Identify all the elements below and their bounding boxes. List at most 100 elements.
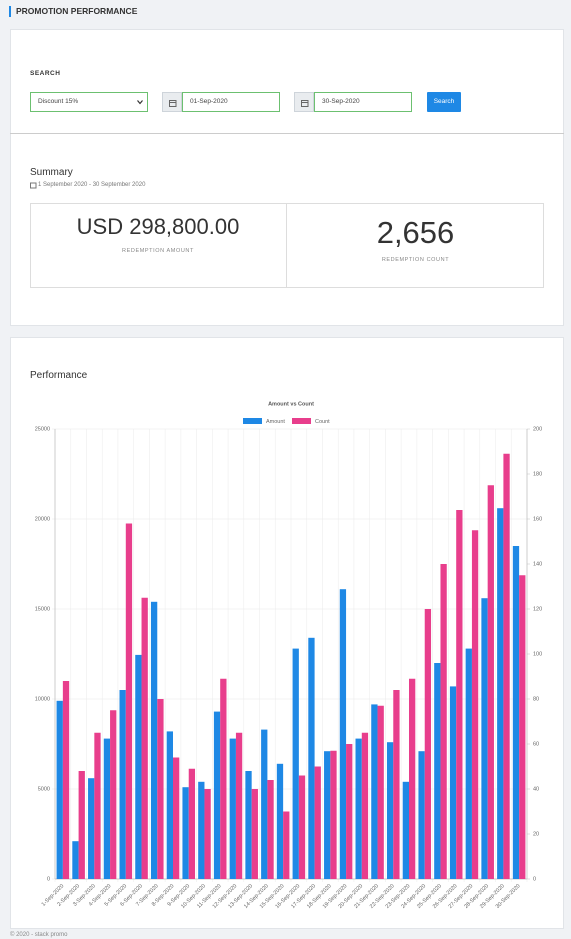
- bar: [386, 742, 394, 879]
- bar: [198, 781, 205, 879]
- bar: [355, 738, 362, 879]
- bar: [283, 811, 290, 879]
- y2-tick-label: 60: [533, 741, 539, 747]
- calendar-icon: [169, 100, 177, 107]
- legend-label: Count: [315, 419, 330, 425]
- bar: [497, 508, 504, 879]
- count-label: REDEMPTION COUNT: [381, 257, 450, 263]
- divider: [10, 133, 564, 134]
- bar: [456, 510, 463, 879]
- bar: [119, 690, 126, 879]
- legend-swatch: [243, 418, 262, 424]
- bar: [449, 686, 457, 879]
- bar: [377, 705, 384, 879]
- header-accent: [9, 6, 11, 17]
- bar: [135, 654, 142, 879]
- bar: [166, 731, 173, 879]
- bar: [72, 841, 79, 879]
- search-button[interactable]: Search: [427, 92, 461, 112]
- chart: Amount vs Count Amount Count 0 5000 10000 1500…: [35, 401, 542, 909]
- y2-tick-label: 160: [533, 516, 542, 522]
- y-tick-label: 10000: [35, 696, 50, 702]
- bar: [324, 751, 331, 879]
- legend-label: Amount: [266, 419, 285, 425]
- end-date-input[interactable]: 30-Sep-2020: [314, 92, 412, 112]
- page-title: PROMOTION PERFORMANCE: [16, 6, 138, 16]
- bar: [182, 787, 189, 879]
- bar: [110, 710, 117, 879]
- y2-tick-label: 200: [533, 426, 542, 432]
- bar: [188, 768, 196, 879]
- bar: [94, 732, 101, 879]
- summary-title: Summary: [30, 167, 73, 178]
- bar: [229, 738, 236, 879]
- bar: [512, 546, 520, 879]
- bar: [141, 597, 148, 879]
- bar: [471, 530, 479, 879]
- bar: [503, 453, 510, 879]
- stats-box: [30, 203, 544, 288]
- bar: [150, 601, 158, 879]
- bar: [213, 711, 221, 879]
- start-date-input[interactable]: 01-Sep-2020: [182, 92, 280, 112]
- y-tick-label: 15000: [35, 606, 50, 612]
- search-label: SEARCH: [30, 70, 61, 77]
- bar: [298, 775, 306, 879]
- legend-swatch: [292, 418, 311, 424]
- y2-tick-label: 180: [533, 471, 542, 477]
- y-tick-label: 0: [47, 876, 50, 882]
- bar: [292, 648, 299, 879]
- bar: [361, 732, 369, 879]
- bar: [220, 678, 227, 879]
- bar: [204, 789, 211, 879]
- bar: [103, 738, 111, 879]
- bar: [276, 763, 284, 879]
- calendar-icon: [30, 182, 37, 189]
- bar: [481, 598, 488, 879]
- bar: [62, 681, 70, 879]
- y2-tick-label: 140: [533, 561, 542, 567]
- bar: [402, 781, 409, 879]
- bar: [245, 771, 252, 879]
- y2-tick-label: 120: [533, 606, 542, 612]
- y-tick-label: 5000: [38, 786, 50, 792]
- amount-value: USD 298,800.00: [76, 214, 240, 239]
- bar: [173, 757, 180, 879]
- bar: [424, 609, 432, 879]
- bar: [267, 780, 274, 879]
- summary-card: [10, 29, 564, 326]
- select-arrow: [137, 100, 143, 105]
- bar: [261, 729, 268, 879]
- promotion-select[interactable]: Discount 15%: [30, 92, 148, 112]
- calendar-icon: [301, 100, 309, 107]
- bar: [409, 678, 416, 879]
- bar: [346, 744, 353, 879]
- bar: [330, 750, 337, 879]
- bar: [393, 690, 400, 879]
- amount-label: REDEMPTION AMOUNT: [122, 248, 194, 254]
- stats-divider: [286, 203, 287, 288]
- performance-title: Performance: [30, 370, 88, 381]
- calendar-addon: [162, 92, 182, 112]
- promotion-value: Discount 15%: [38, 98, 79, 105]
- start-date: 01-Sep-2020: [190, 98, 228, 105]
- bar: [440, 564, 447, 879]
- y2-tick-label: 80: [533, 696, 539, 702]
- y-tick-label: 20000: [35, 516, 50, 522]
- y2-tick-label: 20: [533, 831, 539, 837]
- bar: [339, 589, 347, 879]
- bar: [125, 523, 133, 879]
- calendar-addon: [294, 92, 314, 112]
- bar: [519, 575, 526, 879]
- bar: [157, 699, 164, 879]
- bar: [235, 732, 243, 879]
- end-date: 30-Sep-2020: [322, 98, 360, 105]
- y2-tick-label: 100: [533, 651, 542, 657]
- bar: [371, 704, 378, 879]
- bar: [434, 663, 441, 879]
- footer: © 2020 - stack promo: [10, 932, 68, 938]
- bar: [487, 485, 494, 879]
- bar: [251, 789, 258, 879]
- chart-title: Amount vs Count: [268, 401, 314, 407]
